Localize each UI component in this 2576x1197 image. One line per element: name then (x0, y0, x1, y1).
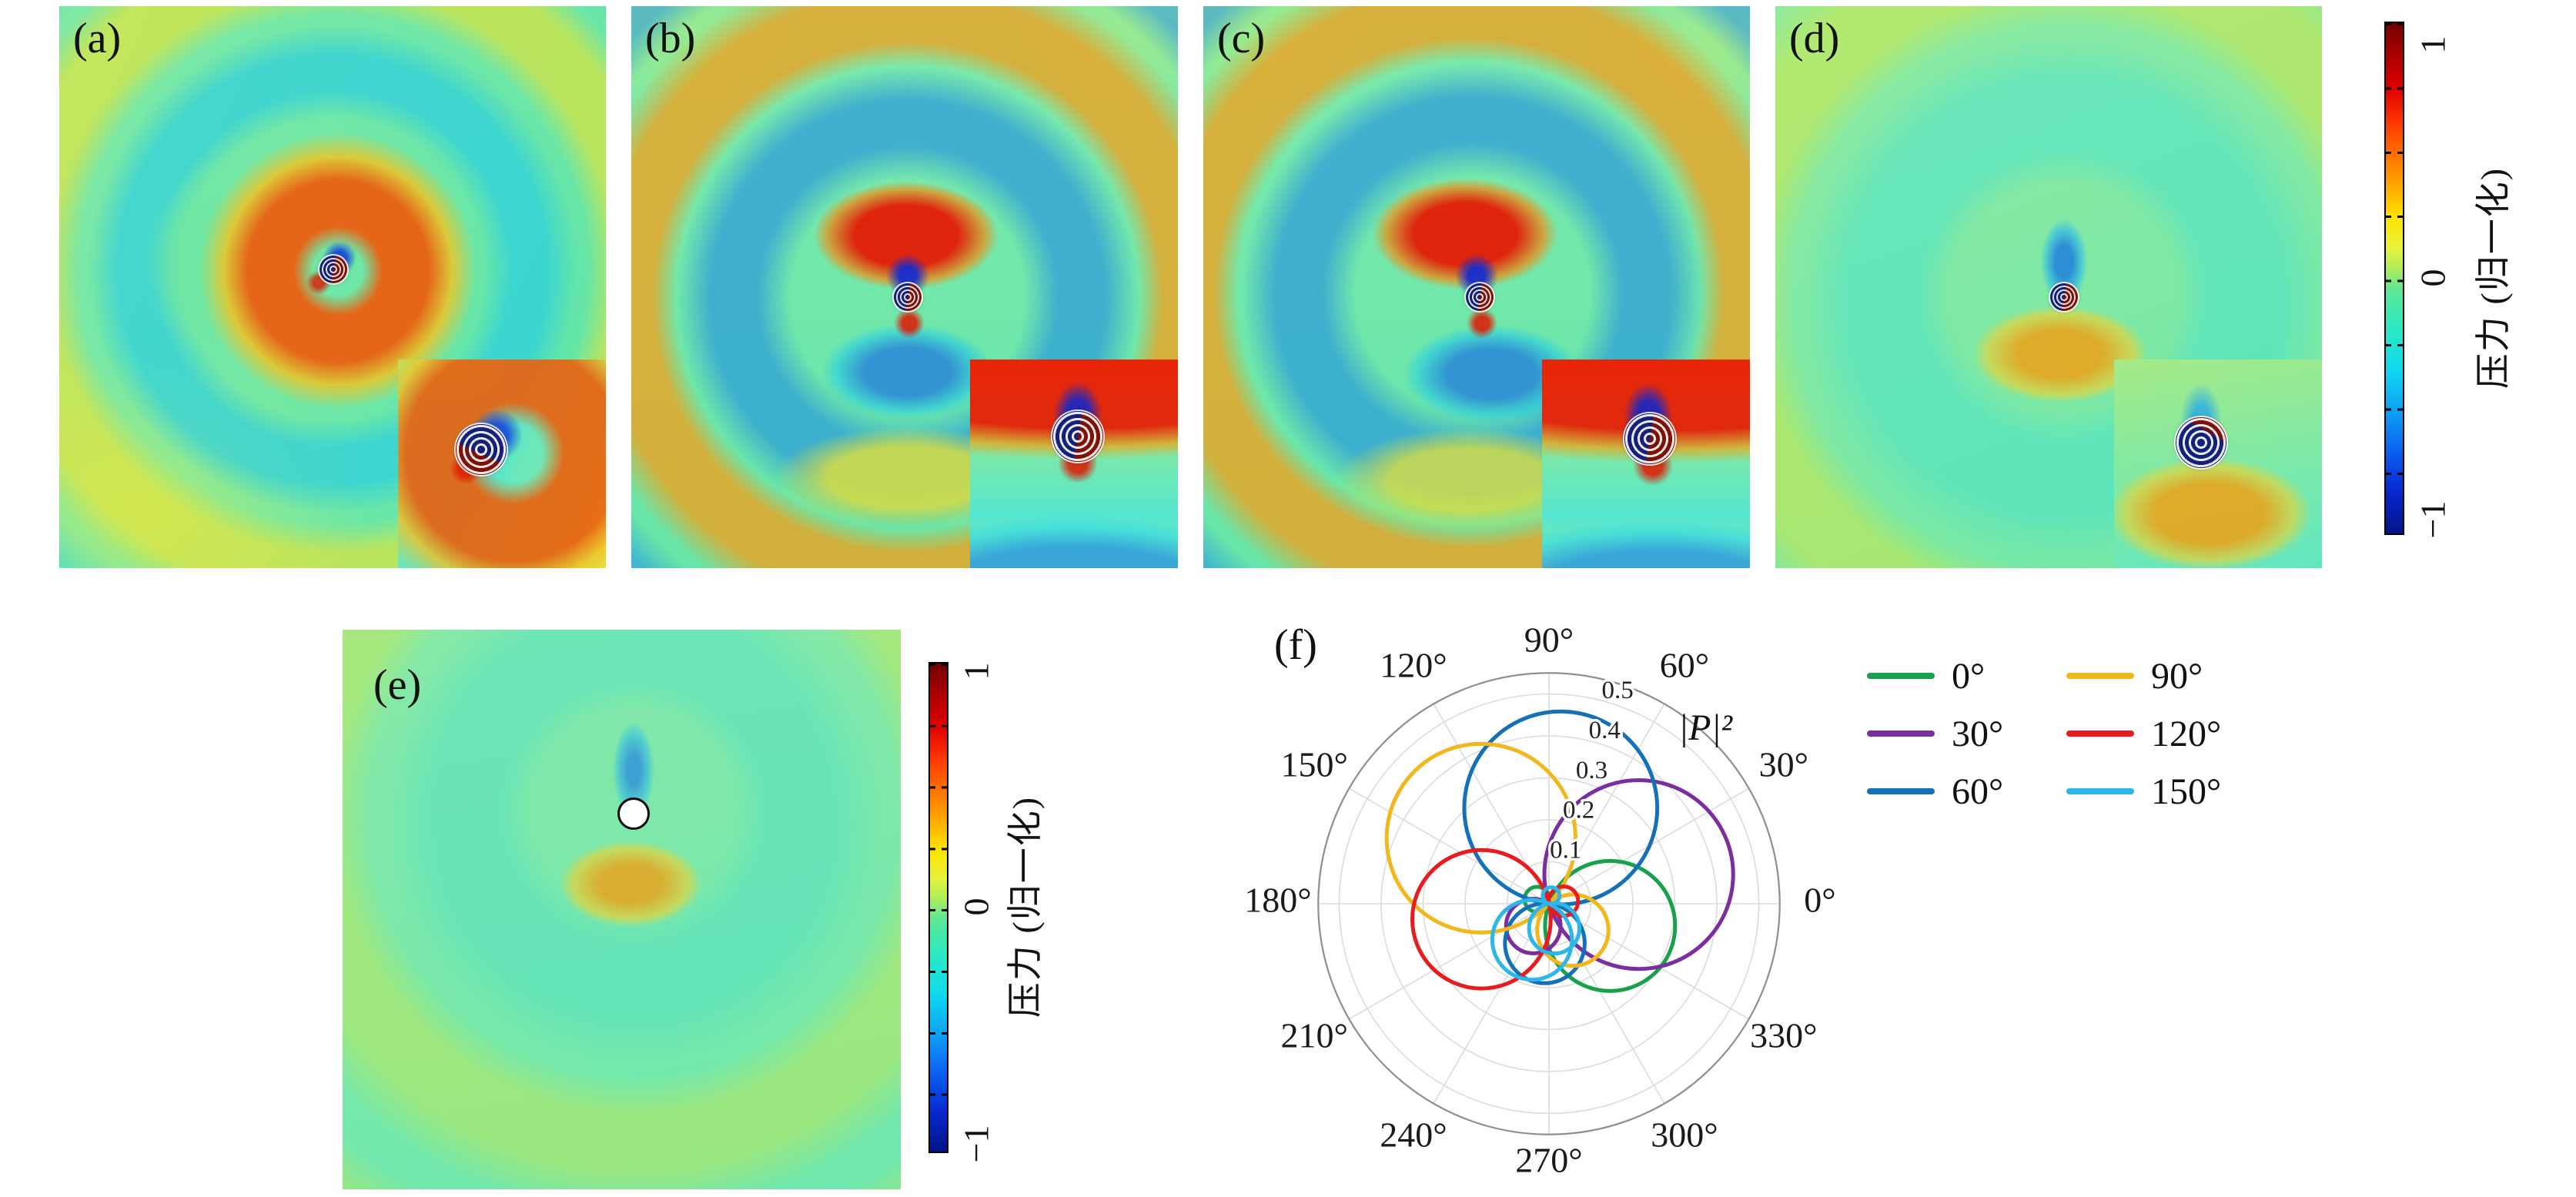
metamaterial-scatterer-icon (1624, 413, 1675, 464)
metamaterial-scatterer-icon (1466, 283, 1494, 311)
angle-label: 0° (1804, 881, 1835, 920)
panel-a-field: (a) (59, 6, 606, 568)
legend-swatch-icon (2066, 731, 2134, 737)
radial-tick-label: 0.5 (1602, 677, 1634, 704)
angle-label: 300° (1651, 1115, 1718, 1154)
panel-e-label: (e) (373, 661, 422, 709)
legend-label: 90° (2151, 655, 2203, 697)
panel-b-inset (970, 359, 1178, 568)
panel-b-label: (b) (645, 15, 696, 62)
polar-series-120° (1410, 848, 1553, 991)
angle-label: 90° (1524, 620, 1574, 660)
colorbar-tick-min: −1 (2413, 500, 2453, 539)
colorbar-title: 压力 (归一化) (1005, 795, 1045, 1018)
angle-label: 210° (1280, 1016, 1347, 1055)
legend-item-120°: 120° (2066, 714, 2221, 754)
metamaterial-scatterer-icon (456, 424, 507, 475)
panel-f-label: (f) (1274, 621, 1317, 669)
radial-tick-label: 0.2 (1563, 797, 1594, 824)
colorbar-title: 压力 (归一化) (2474, 166, 2513, 390)
colorbar-panel-e: 1 0 −1 压力 (归一化) (928, 662, 1082, 1162)
polar-series-90° (1384, 741, 1577, 935)
legend-label: 150° (2151, 771, 2222, 812)
polar-plot-svg: 0° 30° 60° 90° 120° 150° 180° 210° 240° 270° 300° 3… (1244, 620, 1835, 1180)
metamaterial-scatterer-icon (1052, 411, 1103, 462)
panel-b-field: (b) (631, 6, 1178, 568)
panel-d-field: (d) (1775, 6, 2322, 568)
colorbar-tick-min: −1 (956, 1125, 996, 1163)
polar-legend: 0° 30° 60° 90° 120° 150° (1867, 655, 2298, 843)
panel-d-inset (2114, 359, 2322, 568)
polar-series-30° (1542, 777, 1735, 971)
polar-series-90° (1535, 892, 1611, 968)
legend-item-150°: 150° (2066, 771, 2221, 812)
angle-label: 60° (1660, 646, 1709, 685)
metamaterial-scatterer-icon (319, 256, 347, 283)
legend-item-30°: 30° (1867, 714, 2003, 754)
panel-a-inset (398, 359, 606, 568)
legend-item-0°: 0° (1867, 655, 1986, 697)
legend-swatch-icon (2066, 788, 2134, 794)
polar-series-0° (1543, 858, 1678, 993)
angle-label: 150° (1280, 745, 1347, 784)
panel-c-label: (c) (1217, 15, 1266, 62)
r-axis-title: |P|² (1678, 707, 1734, 748)
angle-label: 330° (1750, 1016, 1817, 1055)
legend-swatch-icon (2066, 673, 2134, 679)
radial-tick-label: 0.4 (1589, 717, 1621, 744)
panel-a-label: (a) (73, 15, 122, 62)
legend-label: 30° (1952, 713, 2004, 754)
colorbar-tick-max: 1 (956, 662, 996, 680)
colorbar-tick-max: 1 (2413, 35, 2453, 54)
cylinder-disc (617, 797, 650, 830)
angle-label: 270° (1515, 1141, 1582, 1180)
legend-label: 120° (2151, 713, 2222, 754)
metamaterial-scatterer-icon (894, 283, 922, 311)
colorbar-tick-zero: 0 (956, 898, 996, 916)
legend-item-60°: 60° (1867, 771, 2003, 812)
panel-d-label: (d) (1789, 15, 1840, 62)
metamaterial-scatterer-icon (2050, 283, 2078, 311)
polar-series-150° (1541, 885, 1562, 906)
colorbar-tick-zero: 0 (2413, 269, 2453, 287)
colorbar-panel-e-gradient (928, 662, 948, 1153)
radial-tick-label: 0.1 (1550, 837, 1581, 864)
angle-label: 30° (1759, 745, 1808, 784)
legend-label: 0° (1952, 655, 1986, 697)
panel-e-field: (e) (343, 630, 901, 1189)
angle-label: 120° (1380, 646, 1447, 685)
legend-item-90°: 90° (2066, 655, 2203, 697)
legend-swatch-icon (1867, 788, 1935, 794)
radial-tick-label: 0.3 (1576, 757, 1607, 784)
legend-label: 60° (1952, 771, 2004, 812)
polar-plot: 0° 30° 60° 90° 120° 150° 180° 210° 240° 270° 300° 3… (1178, 607, 1932, 1197)
polar-series-150° (1490, 898, 1574, 982)
panel-c-field: (c) (1203, 6, 1750, 568)
colorbar-main-gradient (2384, 22, 2404, 535)
angle-label: 240° (1380, 1115, 1447, 1154)
colorbar-main: 1 0 −1 压力 (归一化) (2384, 22, 2561, 538)
metamaterial-scatterer-icon (2176, 417, 2226, 468)
angle-label: 180° (1244, 881, 1311, 920)
legend-swatch-icon (1867, 673, 1935, 679)
panel-c-inset (1542, 359, 1750, 568)
legend-swatch-icon (1867, 731, 1935, 737)
